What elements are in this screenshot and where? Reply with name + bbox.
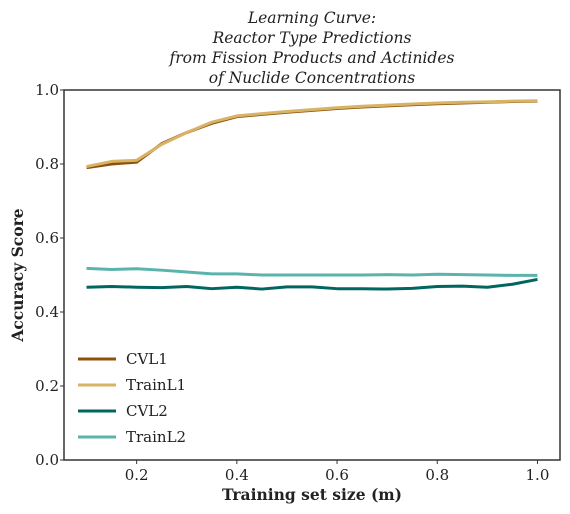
x-tick-label: 0.2 [125,466,149,484]
y-tick-label: 0.8 [35,155,59,173]
x-tick-label: 0.4 [225,466,249,484]
legend-label-trainl1: TrainL1 [126,376,186,394]
x-axis-label: Training set size (m) [222,485,402,504]
y-tick-label: 1.0 [35,81,59,99]
series-line-trainl1 [86,99,538,169]
series-line-trainl2 [86,266,538,277]
legend-label-cvl1: CVL1 [126,350,168,368]
y-tick-label: 0.6 [35,229,59,247]
series-line-cvl2 [86,277,538,291]
x-tick-label: 0.6 [325,466,349,484]
legend-label-cvl2: CVL2 [126,402,168,420]
x-tick-label: 0.8 [425,466,449,484]
title-line-3: from Fission Products and Actinides [169,49,455,67]
y-axis-label: Accuracy Score [8,208,27,342]
y-axis-ticks: 0.0 0.2 0.4 0.6 0.8 1.0 [35,81,64,469]
chart-title: Learning Curve: Reactor Type Predictions… [169,9,455,87]
legend-label-trainl2: TrainL2 [126,428,186,446]
title-line-4: of Nuclide Concentrations [209,69,416,87]
y-tick-label: 0.4 [35,303,59,321]
x-tick-label: 1.0 [526,466,550,484]
series-lines [86,99,538,291]
title-line-2: Reactor Type Predictions [212,29,412,47]
y-tick-label: 0.0 [35,451,59,469]
legend: CVL1 TrainL1 CVL2 TrainL2 [78,350,186,446]
plot-frame [63,89,561,461]
title-line-1: Learning Curve: [247,9,376,27]
x-axis-ticks: 0.2 0.4 0.6 0.8 1.0 [125,460,550,484]
y-tick-label: 0.2 [35,377,59,395]
